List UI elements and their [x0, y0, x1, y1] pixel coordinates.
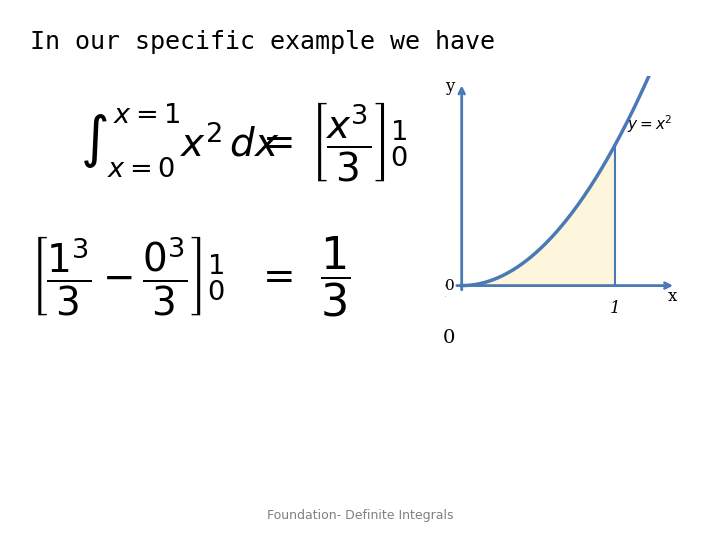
Text: In our specific example we have: In our specific example we have: [30, 30, 495, 54]
Text: $\int_{x=0}^{x=1} x^2\,dx$: $\int_{x=0}^{x=1} x^2\,dx$: [80, 101, 280, 179]
Text: $=$: $=$: [255, 259, 293, 295]
Text: $\dfrac{1}{3}$: $\dfrac{1}{3}$: [320, 234, 351, 320]
Text: $=$: $=$: [255, 124, 293, 160]
Text: $y=x^2$: $y=x^2$: [627, 114, 672, 136]
Text: 0: 0: [444, 279, 454, 293]
Text: 1: 1: [443, 283, 455, 301]
Text: $\left[\dfrac{1^3}{3} - \dfrac{0^3}{3}\right]_0^1$: $\left[\dfrac{1^3}{3} - \dfrac{0^3}{3}\r…: [30, 233, 225, 316]
Text: y: y: [445, 78, 454, 95]
Text: 0: 0: [443, 329, 455, 347]
Text: $\left[\dfrac{x^3}{3}\right]_0^1$: $\left[\dfrac{x^3}{3}\right]_0^1$: [310, 100, 408, 184]
Text: Foundation- Definite Integrals: Foundation- Definite Integrals: [266, 509, 454, 522]
Text: x: x: [668, 288, 678, 305]
Text: 1: 1: [609, 300, 620, 316]
